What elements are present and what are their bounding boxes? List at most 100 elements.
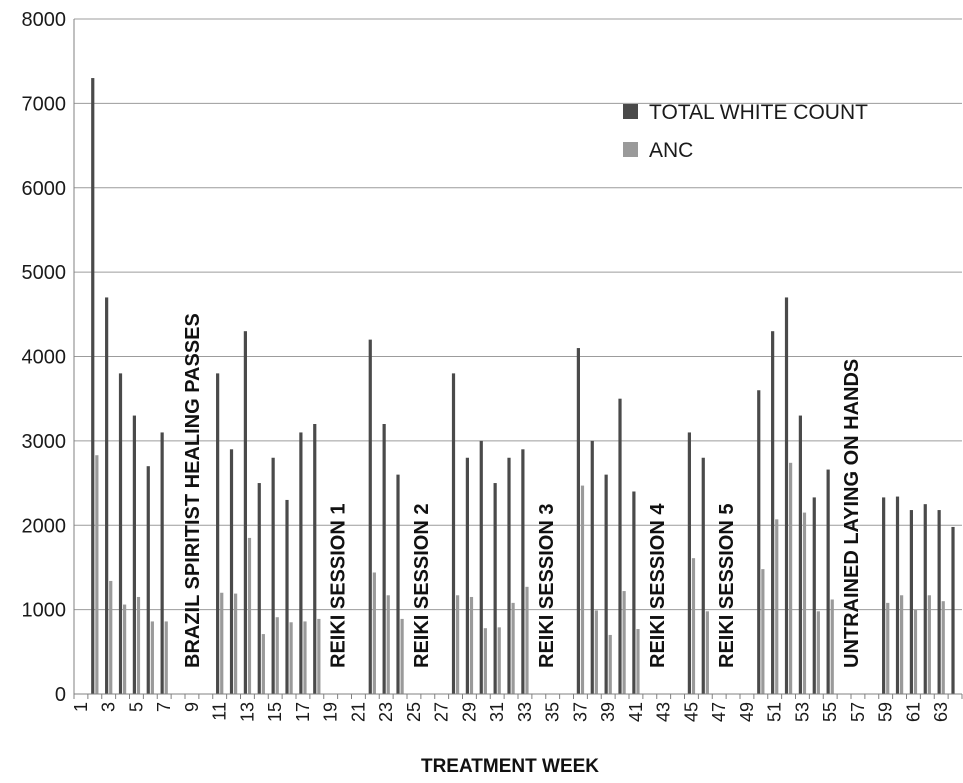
annotation-label: REIKI SESSION 1 — [328, 504, 350, 669]
bar — [775, 519, 779, 694]
y-tick-label: 2000 — [22, 515, 67, 537]
bar — [594, 610, 598, 694]
bar — [826, 469, 830, 694]
x-tick-label: 35 — [543, 702, 563, 722]
x-tick-label: 5 — [126, 702, 146, 712]
x-tick-label: 19 — [321, 702, 341, 722]
x-tick-label: 15 — [265, 702, 285, 722]
bar — [507, 457, 511, 694]
bar — [937, 510, 941, 694]
bar — [465, 457, 469, 694]
bar — [313, 424, 317, 694]
bar — [91, 78, 95, 694]
x-tick-label: 21 — [348, 702, 368, 722]
legend: TOTAL WHITE COUNT ANC — [623, 101, 868, 162]
bar — [771, 331, 775, 694]
bar — [299, 432, 303, 694]
x-tick-label: 31 — [487, 702, 507, 722]
bar — [229, 449, 234, 694]
y-tick-label: 4000 — [22, 347, 67, 369]
x-tick-label: 3 — [99, 702, 119, 712]
bar — [261, 634, 265, 694]
bar — [941, 601, 945, 694]
bar — [909, 510, 913, 694]
bar — [691, 558, 696, 694]
x-tick-label: 1 — [71, 702, 91, 712]
x-tick-label: 37 — [570, 702, 590, 722]
bar — [830, 599, 834, 694]
x-tick-label: 51 — [765, 702, 785, 722]
bar — [150, 621, 154, 694]
annotation-label: REIKI SESSION 2 — [411, 504, 433, 669]
annotation-label: UNTRAINED LAYING ON HANDS — [841, 359, 863, 668]
bar — [701, 457, 705, 694]
bar — [632, 491, 636, 694]
x-tick-label: 53 — [792, 702, 812, 722]
bar — [400, 618, 404, 694]
bar — [382, 424, 386, 694]
x-tick-label: 9 — [182, 702, 202, 712]
bar — [493, 483, 497, 694]
bar — [882, 497, 886, 694]
y-tick-label: 8000 — [22, 9, 67, 31]
bar — [618, 398, 622, 694]
annotation-label: REIKI SESSION 4 — [647, 503, 669, 668]
bar — [396, 474, 400, 695]
bar — [289, 622, 293, 694]
bar — [590, 440, 594, 695]
bar — [132, 415, 136, 694]
x-tick-label: 61 — [903, 702, 923, 722]
bar — [146, 466, 150, 694]
bar — [368, 339, 372, 695]
x-tick-label: 13 — [237, 702, 257, 722]
legend-label: TOTAL WHITE COUNT — [649, 101, 868, 124]
y-tick-label: 1000 — [22, 600, 67, 622]
x-tick-label: 63 — [931, 702, 951, 722]
x-tick-label: 41 — [626, 702, 646, 722]
bar — [160, 432, 164, 694]
bar — [798, 415, 802, 694]
x-tick-label: 27 — [432, 702, 452, 722]
bar — [285, 499, 289, 694]
bar — [687, 432, 691, 694]
y-tick-label: 0 — [55, 684, 66, 706]
bar — [469, 596, 474, 694]
legend-swatch — [623, 142, 638, 157]
bar — [757, 390, 761, 694]
bar — [789, 462, 793, 694]
bar — [247, 537, 252, 694]
bar — [164, 621, 168, 694]
bar — [895, 496, 900, 694]
x-tick-label: 45 — [681, 702, 701, 722]
bar — [923, 504, 927, 694]
bar — [95, 455, 99, 694]
bar — [451, 373, 456, 695]
bar — [386, 595, 390, 694]
series-0 — [91, 78, 955, 695]
bar — [900, 595, 904, 694]
x-axis: 1 3 5 7 9 11 13 15 17 19 21 23 25 27 29 31 33 35 37 39 41 43 4… — [71, 693, 963, 722]
x-tick-label: 17 — [293, 702, 313, 722]
bar — [220, 592, 224, 694]
annotations: BRAZIL SPIRITIST HEALING PASSES REIKI SES… — [182, 313, 863, 668]
bar — [576, 348, 580, 694]
bar — [234, 593, 238, 694]
bar — [109, 580, 113, 694]
bars — [91, 78, 955, 695]
bar — [580, 485, 585, 694]
bar — [511, 602, 515, 695]
x-tick-label: 49 — [737, 702, 757, 722]
bar — [608, 634, 612, 694]
x-tick-label: 25 — [404, 702, 424, 722]
bar — [927, 595, 931, 694]
y-tick-label: 7000 — [22, 93, 67, 115]
bar — [479, 440, 483, 695]
annotation-label: REIKI SESSION 5 — [716, 504, 738, 669]
bar — [812, 497, 816, 694]
bar — [816, 611, 820, 694]
bar — [456, 595, 460, 694]
bar — [243, 331, 247, 694]
bar — [951, 526, 955, 694]
bar — [271, 457, 275, 694]
